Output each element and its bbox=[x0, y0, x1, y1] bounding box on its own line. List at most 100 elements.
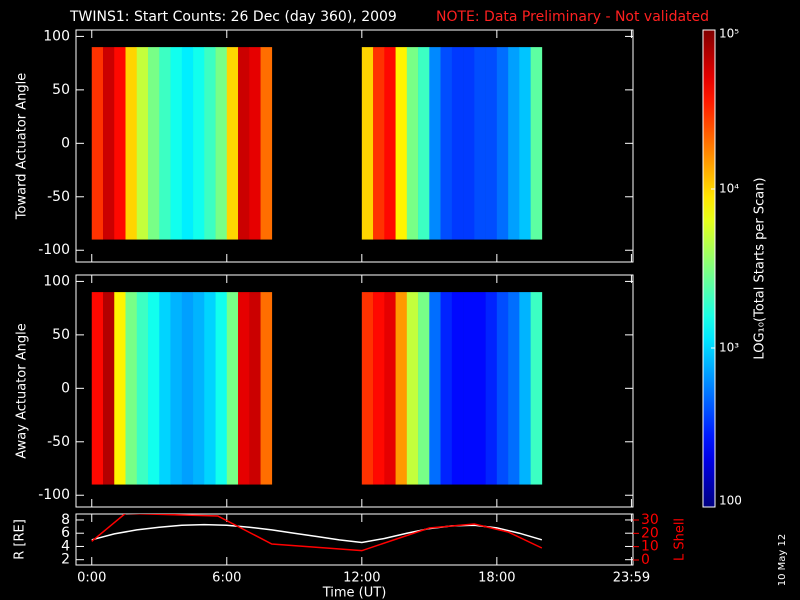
heat-cell bbox=[204, 292, 216, 485]
y-tick-label: -100 bbox=[38, 487, 70, 503]
heat-cell bbox=[395, 292, 408, 485]
heat-cell bbox=[159, 292, 171, 485]
heat-cell bbox=[193, 292, 205, 485]
y2-tick-label: 10 bbox=[641, 539, 659, 555]
heat-cell bbox=[148, 47, 160, 240]
heat-cell bbox=[373, 47, 385, 240]
heat-cell bbox=[170, 292, 183, 485]
colorbar-label: LOG₁₀(Total Starts per Scan) bbox=[753, 177, 768, 359]
heat-cell bbox=[103, 292, 115, 485]
colorbar-tick-label: 100 bbox=[719, 494, 742, 508]
heat-cell bbox=[429, 47, 441, 240]
heat-cell bbox=[226, 292, 239, 485]
plot-frame bbox=[75, 274, 634, 508]
heat-cell bbox=[204, 47, 216, 240]
heat-cell bbox=[125, 47, 138, 240]
heat-cell bbox=[215, 47, 228, 240]
heat-cell bbox=[519, 292, 531, 485]
heat-cell bbox=[530, 47, 543, 240]
x-tick-label: 12:00 bbox=[343, 571, 380, 586]
y-tick-label: 0 bbox=[61, 135, 70, 151]
plot-frame bbox=[75, 29, 634, 263]
y-tick-label: 4 bbox=[61, 538, 70, 554]
x-axis-label: Time (UT) bbox=[322, 586, 387, 600]
heat-cell bbox=[91, 47, 104, 240]
note: NOTE: Data Preliminary - Not validated bbox=[436, 9, 709, 25]
heat-cell bbox=[508, 292, 520, 485]
y-axis-label: Away Actuator Angle bbox=[15, 323, 30, 458]
x-tick-label: 18:00 bbox=[478, 571, 515, 586]
heat-cell bbox=[181, 292, 194, 485]
y-tick-label: 50 bbox=[52, 327, 70, 343]
heat-cell bbox=[440, 47, 453, 240]
heat-cell bbox=[193, 47, 205, 240]
heat-cell bbox=[418, 292, 430, 485]
heat-cell bbox=[125, 292, 138, 485]
heat-cell bbox=[418, 47, 430, 240]
footer-date: 10 May 12 bbox=[777, 534, 788, 586]
heat-cell bbox=[249, 292, 261, 485]
heat-cell bbox=[530, 292, 543, 485]
heat-cell bbox=[440, 292, 453, 485]
heat-cell bbox=[474, 292, 486, 485]
y-tick-label: 8 bbox=[61, 512, 70, 528]
heat-cell bbox=[103, 47, 115, 240]
heat-cell bbox=[463, 47, 475, 240]
heat-cell bbox=[361, 47, 374, 240]
y-tick-label: -50 bbox=[47, 434, 70, 450]
heat-cell bbox=[91, 292, 104, 485]
heat-cell bbox=[508, 47, 520, 240]
x-tick-label: 0:00 bbox=[77, 571, 106, 586]
heat-cell bbox=[429, 292, 441, 485]
heat-cell bbox=[451, 292, 464, 485]
y-tick-label: -50 bbox=[47, 189, 70, 205]
heat-cell bbox=[384, 47, 396, 240]
y-tick-label: 0 bbox=[61, 380, 70, 396]
heat-cell bbox=[384, 292, 396, 485]
line-series bbox=[91, 514, 543, 552]
heat-cell bbox=[114, 47, 126, 240]
heat-cell bbox=[406, 292, 419, 485]
heat-cell bbox=[496, 292, 509, 485]
chart-title: TWINS1: Start Counts: 26 Dec (day 360), … bbox=[69, 9, 397, 25]
heat-cell bbox=[474, 47, 486, 240]
heat-cell bbox=[260, 47, 273, 240]
heat-cell bbox=[136, 292, 149, 485]
y-tick-label: 100 bbox=[43, 28, 70, 44]
heat-cell bbox=[114, 292, 126, 485]
y2-tick-label: 0 bbox=[641, 552, 650, 568]
y-tick-label: 6 bbox=[61, 525, 70, 541]
heat-cell bbox=[485, 47, 498, 240]
y-tick-label: -100 bbox=[38, 242, 70, 258]
heat-cell bbox=[496, 47, 509, 240]
heat-cell bbox=[361, 292, 374, 485]
heat-cell bbox=[260, 292, 273, 485]
heat-cell bbox=[159, 47, 171, 240]
y-axis-label: R [RE] bbox=[13, 519, 28, 560]
y2-tick-label: 20 bbox=[641, 525, 659, 541]
heat-cell bbox=[406, 47, 419, 240]
heat-cell bbox=[238, 47, 250, 240]
colorbar-tick-label: 10⁴ bbox=[719, 182, 739, 196]
y-tick-label: 2 bbox=[61, 552, 70, 568]
line-series bbox=[91, 523, 543, 544]
plot-frame bbox=[75, 513, 634, 566]
heat-cell bbox=[226, 47, 239, 240]
y-axis-label: Toward Actuator Angle bbox=[15, 73, 30, 220]
heat-cell bbox=[373, 292, 385, 485]
heat-cell bbox=[215, 292, 228, 485]
x-tick-label: 23:59 bbox=[613, 571, 650, 586]
heat-cell bbox=[136, 47, 149, 240]
y2-tick-label: 30 bbox=[641, 512, 659, 528]
heat-cell bbox=[463, 292, 475, 485]
colorbar bbox=[702, 29, 716, 508]
heat-cell bbox=[395, 47, 408, 240]
heat-cell bbox=[181, 47, 194, 240]
heat-cell bbox=[519, 47, 531, 240]
heat-cell bbox=[451, 47, 464, 240]
x-tick-label: 6:00 bbox=[212, 571, 241, 586]
colorbar-tick-label: 10³ bbox=[719, 341, 739, 355]
heat-cell bbox=[249, 47, 261, 240]
colorbar-tick-label: 10⁵ bbox=[719, 27, 739, 41]
